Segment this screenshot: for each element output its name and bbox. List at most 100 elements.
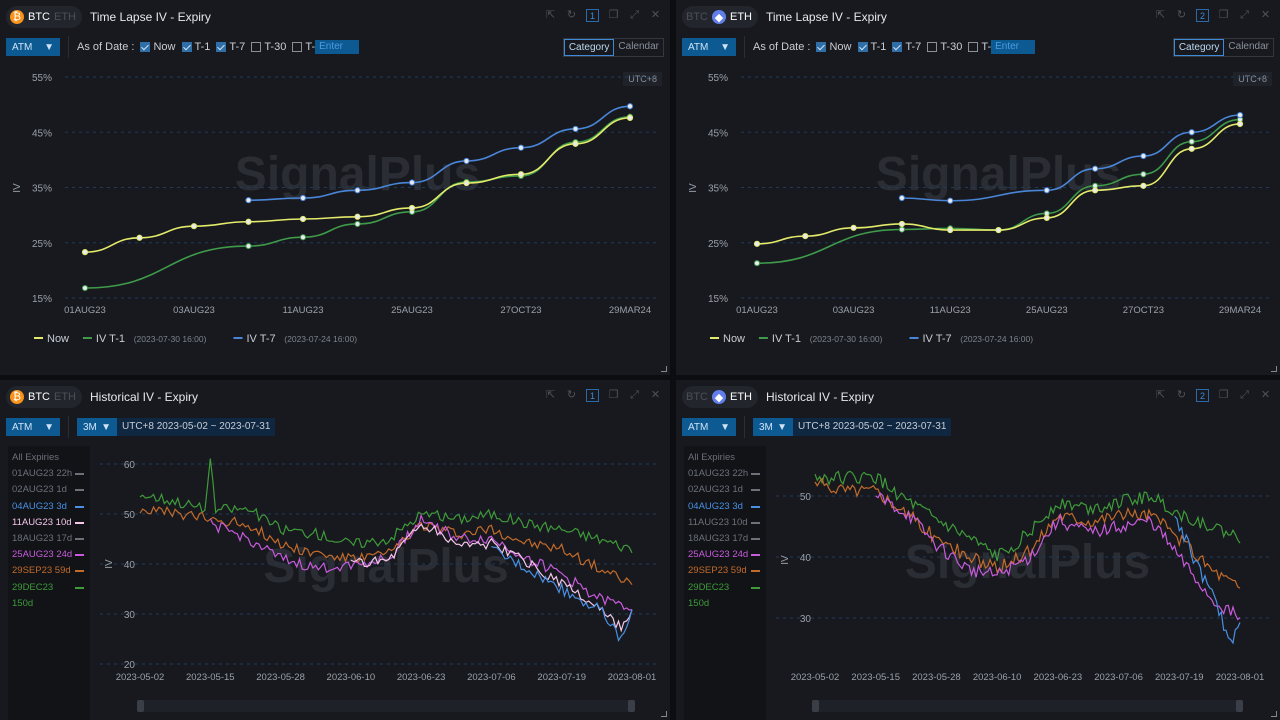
expand-icon[interactable]: ⤢ xyxy=(1240,9,1249,21)
expiry-item[interactable]: 02AUG23 1d xyxy=(684,482,766,498)
expiry-item[interactable]: 18AUG23 17d xyxy=(684,531,766,547)
period-dropdown[interactable]: 3M ▼ xyxy=(753,418,793,436)
window-number-button[interactable]: 2 xyxy=(1196,9,1209,22)
category-button[interactable]: Category xyxy=(563,39,615,56)
checkbox-icon[interactable] xyxy=(181,42,192,52)
duplicate-icon[interactable]: ❐ xyxy=(608,389,619,401)
close-icon[interactable]: ✕ xyxy=(1260,389,1271,401)
checkbox-icon[interactable] xyxy=(968,42,979,52)
checkbox-t-[interactable]: T- xyxy=(968,41,991,53)
period-dropdown[interactable]: 3M ▼ xyxy=(77,418,117,436)
slider-handle-right[interactable] xyxy=(1236,700,1243,712)
expiry-item[interactable]: 29DEC23 150d xyxy=(8,580,90,609)
duplicate-icon[interactable]: ❐ xyxy=(608,9,619,21)
open-external-icon[interactable]: ⇱ xyxy=(545,389,556,401)
coin-switch[interactable]: ₿ BTC ETH xyxy=(6,6,82,28)
coin-tab-btc[interactable]: BTC xyxy=(686,11,708,23)
expiry-item[interactable]: 01AUG23 22h xyxy=(684,466,766,482)
resize-handle[interactable] xyxy=(1271,711,1277,717)
zoom-slider[interactable] xyxy=(812,700,1243,712)
expiry-item[interactable]: 25AUG23 24d xyxy=(684,547,766,563)
slider-handle-left[interactable] xyxy=(812,700,819,712)
duplicate-icon[interactable]: ❐ xyxy=(1218,389,1229,401)
coin-switch[interactable]: BTC ◆ ETH xyxy=(682,6,758,28)
expiry-item[interactable]: 18AUG23 17d xyxy=(8,531,90,547)
coin-switch[interactable]: ₿ BTC ETH xyxy=(6,386,82,408)
coin-tab-eth[interactable]: ETH xyxy=(730,11,752,23)
coin-tab-btc[interactable]: BTC xyxy=(686,391,708,403)
checkbox-now[interactable]: Now xyxy=(140,41,176,53)
resize-handle[interactable] xyxy=(1271,366,1277,372)
checkbox-t-[interactable]: T- xyxy=(292,41,315,53)
resize-handle[interactable] xyxy=(661,366,667,372)
atm-dropdown[interactable]: ATM ▼ xyxy=(682,38,736,56)
y-tick-label: 45% xyxy=(708,128,728,139)
expiry-item[interactable]: 04AUG23 3d xyxy=(684,499,766,515)
checkbox-icon[interactable] xyxy=(292,42,303,52)
eth-coin-icon: ◆ xyxy=(712,10,726,24)
open-external-icon[interactable]: ⇱ xyxy=(1155,9,1166,21)
coin-tab-eth[interactable]: ETH xyxy=(730,391,752,403)
checkbox-label: T-30 xyxy=(264,41,287,53)
calendar-button[interactable]: Calendar xyxy=(1228,41,1269,52)
open-external-icon[interactable]: ⇱ xyxy=(1155,389,1166,401)
checkbox-icon[interactable] xyxy=(140,42,151,52)
expiry-item[interactable]: 02AUG23 1d xyxy=(8,482,90,498)
expiry-item[interactable]: 29SEP23 59d xyxy=(684,563,766,579)
window-number-button[interactable]: 1 xyxy=(586,389,599,402)
expiry-item[interactable]: 04AUG23 3d xyxy=(8,499,90,515)
coin-tab-btc[interactable]: BTC xyxy=(28,11,50,23)
slider-handle-left[interactable] xyxy=(137,700,144,712)
checkbox-icon[interactable] xyxy=(251,42,262,52)
checkbox-icon[interactable] xyxy=(816,42,827,52)
expand-icon[interactable]: ⤢ xyxy=(630,389,639,401)
zoom-slider[interactable] xyxy=(137,700,635,712)
checkbox-icon[interactable] xyxy=(892,42,903,52)
duplicate-icon[interactable]: ❐ xyxy=(1218,9,1229,21)
checkbox-icon[interactable] xyxy=(927,42,938,52)
expiry-item[interactable]: 25AUG23 24d xyxy=(8,547,90,563)
data-point xyxy=(1140,152,1147,160)
coin-tab-btc[interactable]: BTC xyxy=(28,391,50,403)
refresh-icon[interactable]: ↻ xyxy=(1176,389,1187,401)
coin-switch[interactable]: BTC ◆ ETH xyxy=(682,386,758,408)
window-number-button[interactable]: 2 xyxy=(1196,389,1209,402)
coin-tab-eth[interactable]: ETH xyxy=(54,11,76,23)
checkbox-icon[interactable] xyxy=(216,42,227,52)
calendar-button[interactable]: Calendar xyxy=(618,41,659,52)
expiry-item[interactable]: 29DEC23 150d xyxy=(684,580,766,609)
slider-handle-right[interactable] xyxy=(628,700,635,712)
expiry-list-header[interactable]: All Expiries xyxy=(12,452,59,463)
checkbox-t-1[interactable]: T-1 xyxy=(181,41,210,53)
expiry-list-header[interactable]: All Expiries xyxy=(688,452,735,463)
window-number-button[interactable]: 1 xyxy=(586,9,599,22)
atm-dropdown[interactable]: ATM ▼ xyxy=(6,38,60,56)
expand-icon[interactable]: ⤢ xyxy=(1240,389,1249,401)
refresh-icon[interactable]: ↻ xyxy=(1176,9,1187,21)
open-external-icon[interactable]: ⇱ xyxy=(545,9,556,21)
expiry-item[interactable]: 29SEP23 59d xyxy=(8,563,90,579)
close-icon[interactable]: ✕ xyxy=(1260,9,1271,21)
custom-t-input[interactable]: Enter xyxy=(991,40,1036,54)
checkbox-t-30[interactable]: T-30 xyxy=(927,41,962,53)
checkbox-t-7[interactable]: T-7 xyxy=(216,41,245,53)
coin-tab-eth[interactable]: ETH xyxy=(54,391,76,403)
checkbox-t-1[interactable]: T-1 xyxy=(857,41,886,53)
close-icon[interactable]: ✕ xyxy=(650,9,661,21)
atm-dropdown[interactable]: ATM ▼ xyxy=(682,418,736,436)
resize-handle[interactable] xyxy=(661,711,667,717)
custom-t-input[interactable]: Enter xyxy=(315,40,360,54)
category-button[interactable]: Category xyxy=(1173,39,1225,56)
checkbox-icon[interactable] xyxy=(857,42,868,52)
expiry-item[interactable]: 11AUG23 10d xyxy=(8,515,90,531)
refresh-icon[interactable]: ↻ xyxy=(566,389,577,401)
expiry-item[interactable]: 11AUG23 10d xyxy=(684,515,766,531)
checkbox-t-30[interactable]: T-30 xyxy=(251,41,286,53)
checkbox-now[interactable]: Now xyxy=(816,41,852,53)
refresh-icon[interactable]: ↻ xyxy=(566,9,577,21)
expand-icon[interactable]: ⤢ xyxy=(630,9,639,21)
expiry-item[interactable]: 01AUG23 22h xyxy=(8,466,90,482)
atm-dropdown[interactable]: ATM ▼ xyxy=(6,418,60,436)
checkbox-t-7[interactable]: T-7 xyxy=(892,41,921,53)
close-icon[interactable]: ✕ xyxy=(650,389,661,401)
